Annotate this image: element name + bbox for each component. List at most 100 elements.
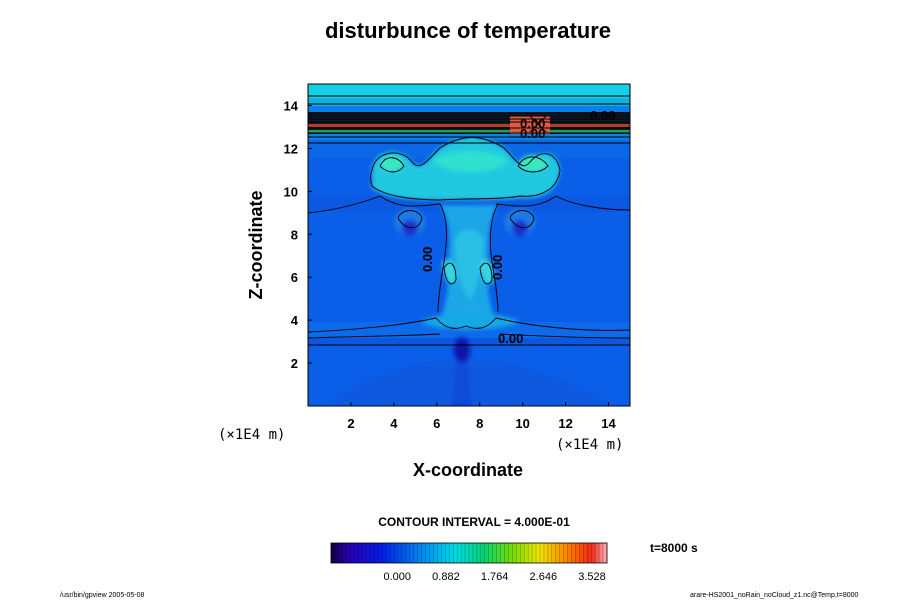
y-tick-label: 2 [291, 356, 298, 371]
colorbar-swatch [366, 543, 371, 563]
plot-frame [307, 83, 631, 407]
colorbar-swatch [504, 543, 509, 563]
contour-label: 0.00 [490, 255, 505, 280]
colorbar-swatch [591, 543, 596, 563]
contour-label: 0.00 [520, 116, 545, 131]
colorbar-swatch [453, 543, 458, 563]
colorbar-swatch [338, 543, 344, 563]
y-axis-unit: (×1E4 m) [218, 427, 285, 443]
colorbar-swatch [555, 543, 561, 563]
colorbar-swatch [516, 543, 521, 563]
colorbar-ticks: 0.000 0.882 1.764 2.646 3.528 [383, 571, 605, 583]
colorbar-swatch [512, 543, 517, 563]
colorbar-swatch [543, 543, 549, 563]
y-ticks: 2 4 6 8 10 12 14 [284, 98, 312, 371]
x-tick-label: 12 [558, 416, 572, 431]
colorbar-swatch [587, 543, 592, 563]
footer-right: arare-HS2001_noRain_noCloud_z1.nc@Temp,t… [690, 592, 859, 599]
colorbar-swatch [539, 543, 545, 563]
colorbar-swatch [528, 543, 533, 563]
contour-label: 0.00 [590, 108, 615, 123]
y-tick-label: 12 [284, 141, 298, 156]
colorbar-swatch [382, 543, 387, 563]
colorbar-swatch [484, 543, 490, 563]
colorbar-swatch [532, 543, 537, 563]
colorbar-tick-label: 0.882 [432, 571, 460, 583]
y-tick-label: 4 [291, 313, 299, 328]
time-label: t=8000 s [650, 541, 698, 555]
contour-label: 0.00 [498, 331, 523, 346]
colorbar-swatch [374, 543, 379, 563]
colorbar-swatch [421, 543, 427, 563]
colorbar-swatch [433, 543, 438, 563]
contour-labels: 0.00 0.00 0.00 0.00 0.00 0.00 [420, 108, 615, 346]
x-tick-label: 4 [390, 416, 398, 431]
colorbar-swatch [488, 543, 494, 563]
contour-lines [308, 95, 630, 346]
colorbar-swatch [370, 543, 375, 563]
colorbar-swatch [551, 543, 557, 563]
colorbar-swatch [334, 543, 340, 563]
colorbar-swatch [405, 543, 411, 563]
contour-interval: CONTOUR INTERVAL = 4.000E-01 [378, 515, 570, 529]
contour-label: 0.00 [520, 126, 545, 141]
colorbar-swatch [536, 543, 541, 563]
colorbar-frame [330, 542, 608, 564]
colorbar [330, 543, 608, 563]
colorbar-swatch [429, 543, 434, 563]
colorbar-swatch [398, 543, 403, 563]
colorbar-swatch [409, 543, 415, 563]
colorbar-swatch [595, 543, 600, 563]
colorbar-swatch [354, 543, 359, 563]
colorbar-swatch [469, 543, 474, 563]
colorbar-swatch [480, 543, 486, 563]
colorbar-swatch [583, 543, 588, 563]
colorbar-swatch [386, 543, 391, 563]
x-tick-label: 14 [601, 416, 616, 431]
y-tick-label: 8 [291, 227, 298, 242]
x-tick-label: 2 [347, 416, 354, 431]
colorbar-swatch [465, 543, 470, 563]
colorbar-swatch [346, 543, 352, 563]
colorbar-swatch [449, 543, 454, 563]
colorbar-swatch [461, 543, 466, 563]
colorbar-swatch [492, 543, 497, 563]
colorbar-swatch [575, 543, 580, 563]
colorbar-swatch [390, 543, 395, 563]
colorbar-swatch [547, 543, 553, 563]
colorbar-swatch [362, 543, 367, 563]
x-tick-label: 6 [433, 416, 440, 431]
footer-left: /usr/bin/gpview 2005-05-08 [60, 592, 145, 599]
y-tick-label: 10 [284, 184, 298, 199]
colorbar-swatch [350, 543, 356, 563]
colorbar-swatch [425, 543, 430, 563]
colorbar-swatch [524, 543, 529, 563]
colorbar-tick-label: 1.764 [481, 571, 509, 583]
colorbar-swatch [331, 543, 336, 563]
colorbar-swatch [394, 543, 399, 563]
y-axis-label: Z-coordinate [246, 190, 266, 299]
colorbar-swatch [445, 543, 450, 563]
colorbar-swatch [378, 543, 383, 563]
colorbar-swatch [599, 543, 604, 563]
contour-label: 0.00 [420, 247, 435, 272]
colorbar-swatch [500, 543, 505, 563]
chart-title: disturbunce of temperature [325, 18, 611, 43]
colorbar-swatch [472, 543, 478, 563]
colorbar-swatch [413, 543, 419, 563]
colorbar-swatch [496, 543, 501, 563]
colorbar-swatch [342, 543, 348, 563]
colorbar-tick-label: 3.528 [578, 571, 606, 583]
colorbar-swatch [358, 543, 363, 563]
colorbar-swatch [579, 543, 584, 563]
colorbar-swatch [401, 543, 407, 563]
colorbar-swatch [457, 543, 462, 563]
warm-spot [510, 116, 550, 134]
y-tick-label: 6 [291, 270, 298, 285]
colorbar-tick-label: 2.646 [530, 571, 558, 583]
colorbar-swatch [520, 543, 525, 563]
colorbar-tick-label: 0.000 [383, 571, 411, 583]
x-tick-label: 10 [515, 416, 529, 431]
colorbar-swatch [437, 543, 442, 563]
